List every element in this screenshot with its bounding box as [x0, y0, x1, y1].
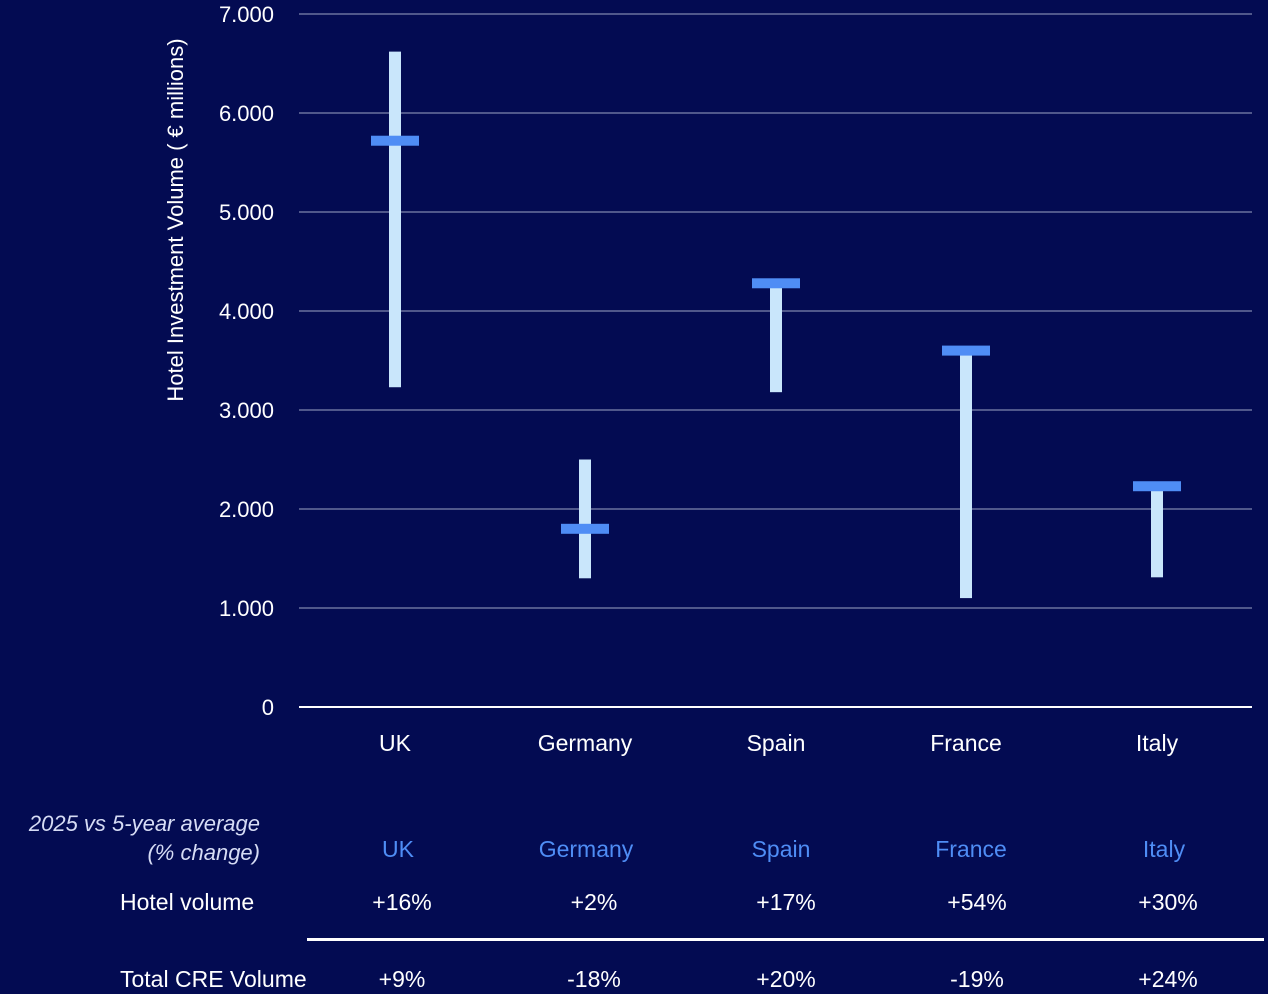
y-tick-labels: 0 1.000 2.000 3.000 4.000 5.000 6.000 7.000: [219, 2, 274, 720]
range-bars: [389, 51, 1163, 599]
range-bar-spain: [770, 283, 782, 393]
y-tick-3000: 3.000: [219, 398, 274, 423]
total-cre-volume-uk: +9%: [378, 966, 426, 992]
row-label-total-cre-volume: Total CRE Volume: [120, 966, 307, 992]
y-tick-0: 0: [262, 695, 274, 720]
total-cre-volume-italy: +24%: [1138, 966, 1198, 992]
range-bar-uk: [389, 51, 401, 388]
table-note-line-2: (% change): [147, 840, 260, 865]
table-header-germany: Germany: [538, 836, 634, 862]
table-header-spain: Spain: [751, 836, 811, 862]
y-tick-2000: 2.000: [219, 497, 274, 522]
hotel-volume-france: +54%: [947, 889, 1007, 915]
range-bar-france: [960, 350, 972, 599]
marker-spain: [752, 278, 800, 289]
category-labels: UK Germany Spain France Italy: [379, 730, 1179, 756]
range-bar-italy: [1151, 486, 1163, 578]
total-cre-volume-france: -19%: [950, 966, 1004, 992]
total-cre-volume-spain: +20%: [756, 966, 816, 992]
table-divider: [307, 938, 1264, 941]
hotel-volume-italy: +30%: [1138, 889, 1198, 915]
category-label-france: France: [930, 730, 1002, 756]
y-tick-6000: 6.000: [219, 101, 274, 126]
y-tick-4000: 4.000: [219, 299, 274, 324]
y-tick-5000: 5.000: [219, 200, 274, 225]
category-label-uk: UK: [379, 730, 412, 756]
table-header-france: France: [935, 836, 1007, 862]
table-note-line-1: 2025 vs 5-year average: [28, 811, 260, 836]
range-bar-germany: [579, 459, 591, 579]
total-cre-volume-germany: -18%: [567, 966, 621, 992]
marker-italy: [1133, 481, 1181, 492]
y-axis-label: Hotel Investment Volume ( € millions): [163, 38, 188, 401]
y-tick-7000: 7.000: [219, 2, 274, 27]
category-label-germany: Germany: [538, 730, 633, 756]
marker-france: [942, 345, 990, 356]
marker-uk: [371, 135, 419, 146]
hotel-volume-spain: +17%: [756, 889, 816, 915]
hotel-volume-germany: +2%: [570, 889, 618, 915]
y-tick-1000: 1.000: [219, 596, 274, 621]
range-chart: 0 1.000 2.000 3.000 4.000 5.000 6.000 7.000 UK G…: [163, 2, 1252, 756]
marker-germany: [561, 523, 609, 534]
value-markers: [371, 135, 1181, 534]
row-label-hotel-volume: Hotel volume: [120, 889, 255, 915]
table-header-italy: Italy: [1142, 836, 1186, 862]
category-label-spain: Spain: [747, 730, 806, 756]
hotel-volume-uk: +16%: [372, 889, 432, 915]
category-label-italy: Italy: [1136, 730, 1179, 756]
table-header-uk: UK: [382, 836, 414, 862]
